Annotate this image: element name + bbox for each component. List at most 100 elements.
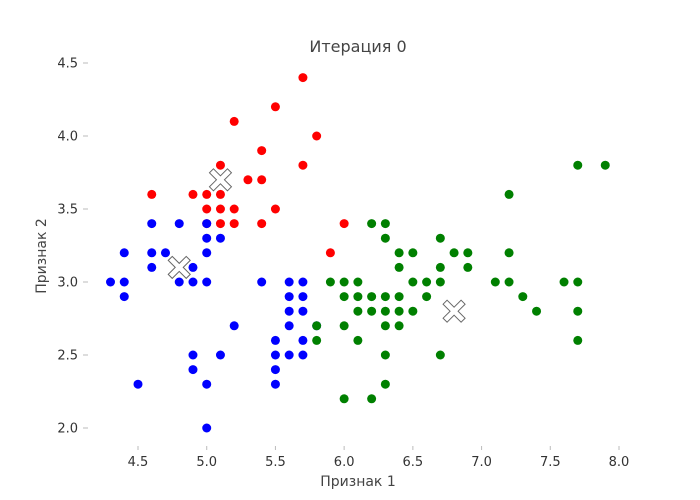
data-point	[600, 160, 610, 170]
data-point	[188, 262, 198, 272]
data-point	[215, 160, 225, 170]
data-point	[380, 306, 390, 316]
data-point	[160, 248, 170, 258]
data-point	[215, 204, 225, 214]
data-point	[119, 248, 129, 258]
data-point	[202, 189, 212, 199]
x-tick-label: 7.0	[471, 455, 492, 470]
data-point	[518, 292, 528, 302]
data-point	[202, 219, 212, 229]
data-point	[284, 292, 294, 302]
data-point	[573, 306, 583, 316]
x-tick-label: 6.0	[334, 455, 355, 470]
data-point	[229, 116, 239, 126]
data-point	[435, 277, 445, 287]
data-point	[188, 365, 198, 375]
data-point	[229, 204, 239, 214]
data-point	[119, 292, 129, 302]
data-point	[270, 335, 280, 345]
data-point	[215, 350, 225, 360]
data-point	[298, 73, 308, 83]
data-point	[573, 335, 583, 345]
data-point	[325, 248, 335, 258]
data-point	[490, 277, 500, 287]
data-point	[504, 189, 514, 199]
data-point	[339, 277, 349, 287]
data-point	[435, 233, 445, 243]
data-point	[367, 306, 377, 316]
data-point	[257, 219, 267, 229]
x-tick-label: 5.5	[265, 455, 286, 470]
data-point	[243, 175, 253, 185]
data-point	[270, 379, 280, 389]
data-point	[449, 248, 459, 258]
y-tick-label: 2.0	[57, 422, 78, 437]
data-point	[188, 277, 198, 287]
data-point	[353, 292, 363, 302]
data-point	[202, 379, 212, 389]
y-tick-label: 3.5	[57, 203, 78, 218]
data-point	[367, 292, 377, 302]
data-point	[353, 277, 363, 287]
centroid-marker	[208, 168, 233, 192]
data-point	[188, 189, 198, 199]
data-point	[229, 219, 239, 229]
data-point	[367, 219, 377, 229]
data-point	[229, 321, 239, 331]
data-point	[298, 292, 308, 302]
data-point	[312, 131, 322, 141]
data-point	[339, 292, 349, 302]
data-point	[215, 219, 225, 229]
data-point	[504, 248, 514, 258]
data-point	[284, 277, 294, 287]
data-point	[422, 277, 432, 287]
data-point	[573, 277, 583, 287]
data-point	[394, 321, 404, 331]
y-tick-label: 4.5	[57, 57, 78, 72]
data-point	[202, 233, 212, 243]
x-tick-label: 4.5	[128, 455, 149, 470]
data-point	[408, 248, 418, 258]
data-point	[339, 394, 349, 404]
centroid-marker	[442, 299, 466, 323]
data-point	[298, 160, 308, 170]
data-point	[147, 189, 157, 199]
data-point	[298, 306, 308, 316]
data-point	[380, 219, 390, 229]
data-point	[202, 204, 212, 214]
data-point	[312, 321, 322, 331]
data-point	[202, 277, 212, 287]
data-point	[298, 277, 308, 287]
data-point	[270, 102, 280, 112]
data-point	[147, 219, 157, 229]
y-tick-label: 3.0	[57, 276, 78, 291]
x-tick-label: 7.5	[540, 455, 561, 470]
data-point	[380, 350, 390, 360]
data-point	[394, 306, 404, 316]
y-tick-label: 4.0	[57, 130, 78, 145]
data-point	[394, 248, 404, 258]
data-point	[270, 365, 280, 375]
data-point	[435, 262, 445, 272]
x-tick-label: 5.0	[196, 455, 217, 470]
data-point	[215, 233, 225, 243]
data-point	[257, 175, 267, 185]
data-point	[339, 321, 349, 331]
y-axis: 2.0 2.5 3.0 3.5 4.0 4.5	[57, 57, 88, 437]
y-axis-title: Признак 2	[34, 218, 50, 294]
x-axis: 4.5 5.0 5.5 6.0 6.5 7.0 7.5 8.0	[128, 446, 629, 470]
data-point	[380, 292, 390, 302]
data-point	[202, 248, 212, 258]
data-point	[394, 262, 404, 272]
data-point	[380, 321, 390, 331]
data-point	[353, 306, 363, 316]
data-point	[573, 160, 583, 170]
y-tick-label: 2.5	[57, 349, 78, 364]
data-point	[394, 292, 404, 302]
data-point	[298, 350, 308, 360]
data-point	[119, 277, 129, 287]
data-point	[215, 189, 225, 199]
data-point	[367, 394, 377, 404]
data-point	[202, 423, 212, 433]
